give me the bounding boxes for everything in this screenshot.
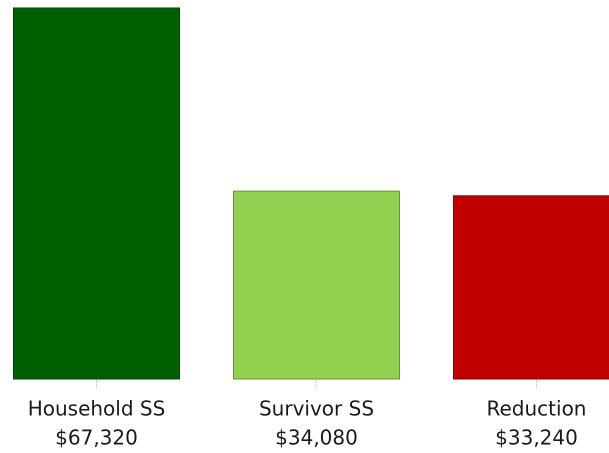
value-label: $34,080 [275, 426, 358, 450]
value-label: $33,240 [495, 426, 578, 450]
bar [233, 190, 400, 380]
x-tick-label: Reduction [487, 397, 587, 421]
x-tick-label: Household SS [28, 397, 166, 421]
bar [13, 7, 180, 380]
x-tick-label: Survivor SS [259, 397, 374, 421]
bar [453, 195, 609, 380]
value-label: $67,320 [55, 426, 138, 450]
